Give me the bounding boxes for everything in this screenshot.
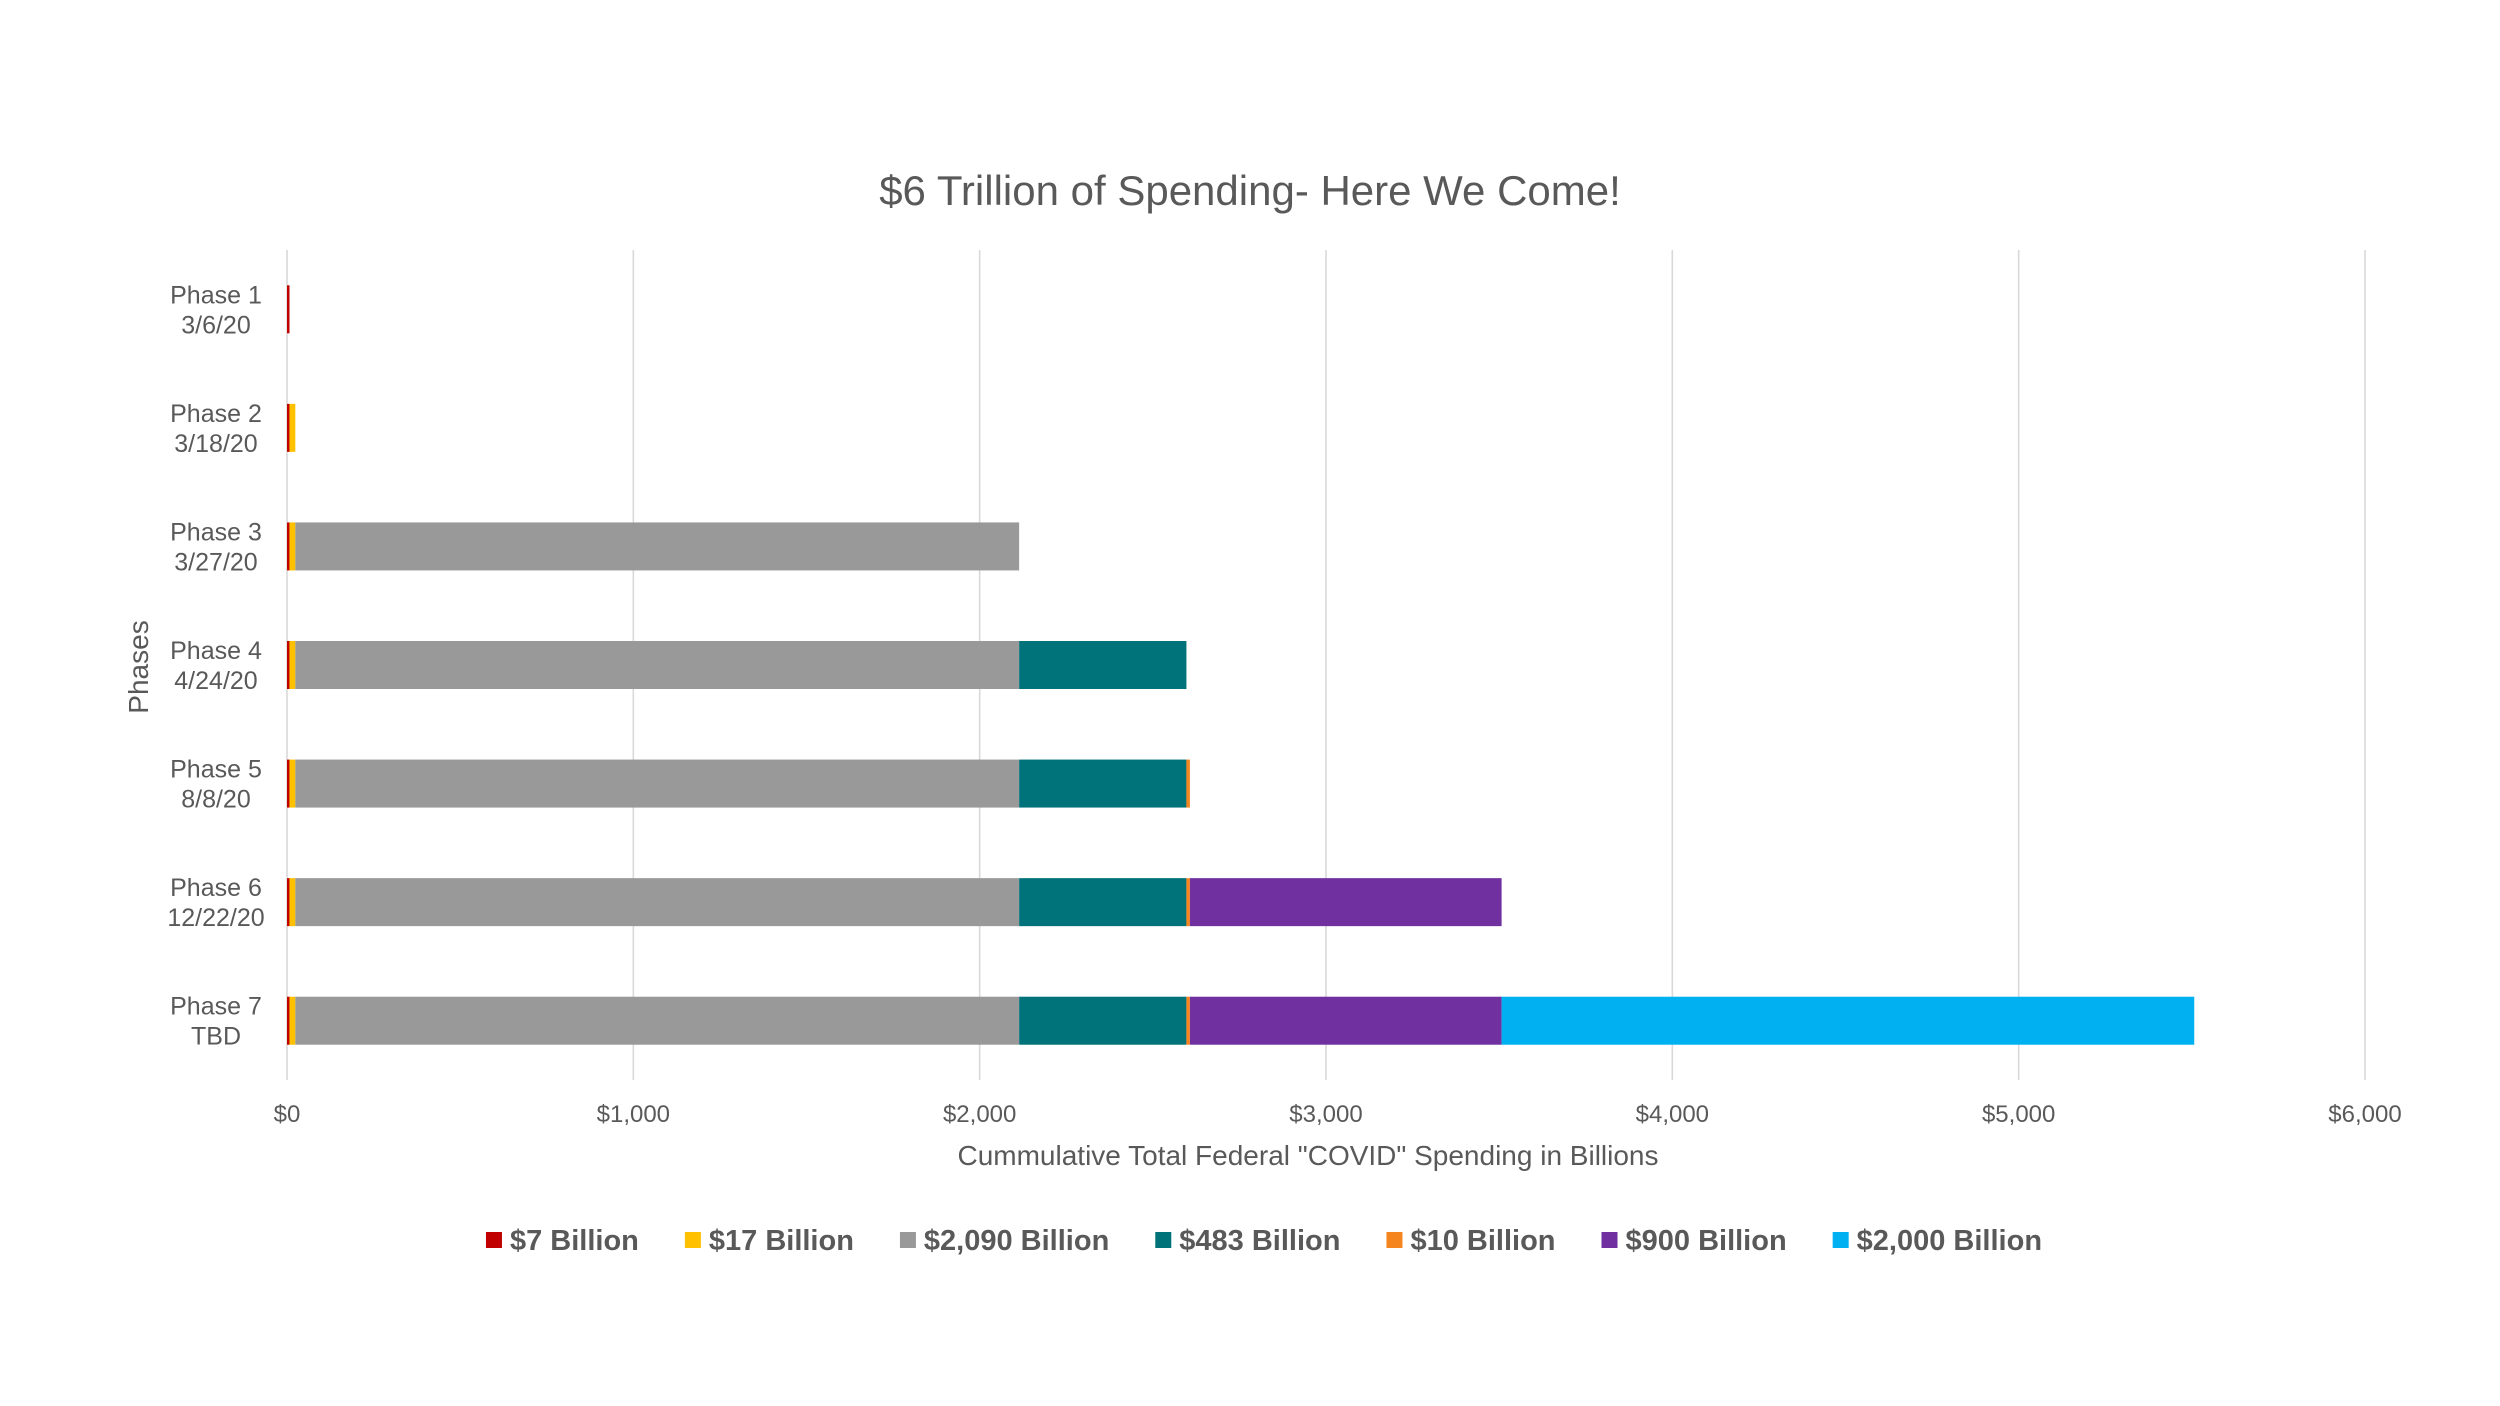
- legend: $7 Billion $17 Billion $2,090 Billion $483 …: [485, 1225, 2042, 1257]
- bar-segment: [1019, 878, 1187, 927]
- x-tick-label: $2,000: [943, 1101, 1016, 1128]
- legend-swatch: [1832, 1232, 1849, 1248]
- x-axis-title: Cummulative Total Federal "COVID" Spendi…: [957, 1140, 1658, 1171]
- bar-segment: [287, 522, 290, 571]
- y-axis-categories: Phase 1 3/6/20 Phase 2 3/18/20 Phase 3 3/27/2…: [167, 281, 264, 1050]
- bar-segment: [287, 878, 290, 927]
- bar-segment: [1189, 996, 1502, 1045]
- bar-segment: [289, 759, 296, 808]
- bar-segment: [1019, 996, 1187, 1045]
- legend-label: $10 Billion: [1410, 1225, 1555, 1257]
- bar-segment: [1189, 878, 1502, 927]
- bar-segment: [289, 996, 296, 1045]
- legend-item: $10 Billion: [1386, 1225, 1556, 1257]
- bar-segment: [1019, 759, 1187, 808]
- legend-item: $483 Billion: [1155, 1225, 1340, 1257]
- bar-segment: [295, 759, 1020, 808]
- bars: [287, 285, 2195, 1045]
- bar-segment: [1186, 759, 1190, 808]
- category-label: Phase 5 8/8/20: [170, 756, 262, 814]
- legend-swatch: [899, 1232, 916, 1248]
- bar-segment: [295, 522, 1020, 571]
- legend-swatch: [1155, 1232, 1172, 1248]
- x-tick-label: $4,000: [1636, 1101, 1709, 1128]
- category-label: Phase 3 3/27/20: [170, 518, 262, 576]
- x-tick-label: $5,000: [1982, 1101, 2055, 1128]
- bar-segment: [289, 878, 296, 927]
- legend-item: $7 Billion: [485, 1225, 639, 1257]
- legend-swatch: [1601, 1232, 1618, 1248]
- legend-item: $2,090 Billion: [899, 1225, 1109, 1257]
- bar-segment: [287, 996, 290, 1045]
- bar-segment: [1019, 641, 1187, 689]
- legend-item: $2,000 Billion: [1832, 1225, 2042, 1257]
- legend-label: $17 Billion: [709, 1225, 854, 1257]
- bar-segment: [295, 641, 1020, 689]
- legend-label: $2,090 Billion: [924, 1225, 1109, 1257]
- legend-label: $2,000 Billion: [1857, 1225, 2042, 1257]
- bar-segment: [295, 878, 1020, 927]
- bar-segment: [289, 522, 296, 571]
- bar-segment: [289, 403, 296, 452]
- legend-label: $900 Billion: [1626, 1225, 1787, 1257]
- x-tick-label: $6,000: [2328, 1101, 2401, 1128]
- bar-segment: [1186, 996, 1190, 1045]
- legend-label: $483 Billion: [1179, 1225, 1340, 1257]
- category-label: Phase 4 4/24/20: [170, 637, 262, 695]
- bar-segment: [1186, 878, 1190, 927]
- legend-swatch: [1386, 1232, 1403, 1248]
- bar-segment: [287, 759, 290, 808]
- legend-item: $17 Billion: [684, 1225, 854, 1257]
- x-axis-ticks: $0 $1,000 $2,000 $3,000 $4,000 $5,000 $6,000: [274, 1101, 2402, 1128]
- legend-swatch: [684, 1232, 701, 1248]
- legend-swatch: [485, 1232, 502, 1248]
- bar-segment: [295, 996, 1020, 1045]
- bar-segment: [289, 641, 296, 689]
- legend-item: $900 Billion: [1601, 1225, 1787, 1257]
- x-tick-label: $1,000: [597, 1101, 670, 1128]
- bar-segment: [287, 285, 290, 334]
- y-axis-title: Phases: [123, 620, 154, 713]
- x-tick-label: $3,000: [1289, 1101, 1362, 1128]
- category-label: Phase 7 TBD: [170, 993, 262, 1051]
- category-label: Phase 2 3/18/20: [170, 400, 262, 458]
- category-label: Phase 1 3/6/20: [170, 281, 262, 339]
- x-tick-label: $0: [274, 1101, 301, 1128]
- bar-segment: [1501, 996, 2195, 1045]
- bar-segment: [287, 403, 290, 452]
- chart-title: $6 Trillion of Spending- Here We Come!: [879, 167, 1621, 214]
- legend-label: $7 Billion: [510, 1225, 639, 1257]
- category-label: Phase 6 12/22/20: [167, 874, 264, 932]
- bar-segment: [287, 641, 290, 689]
